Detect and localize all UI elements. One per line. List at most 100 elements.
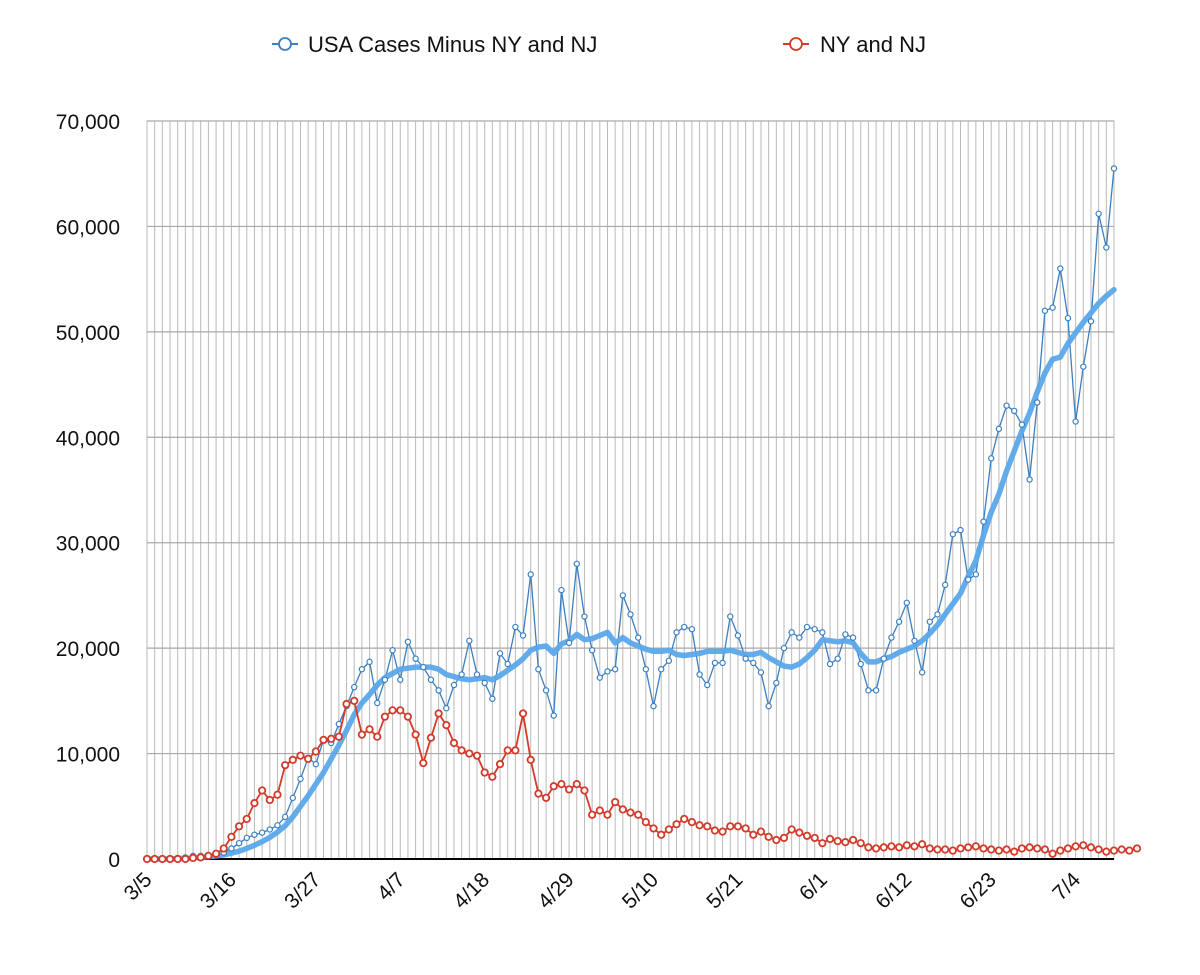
series-usa-point xyxy=(604,668,611,675)
series-usa-point xyxy=(581,613,588,620)
series-nynj-point xyxy=(281,761,290,770)
series-nynj-point xyxy=(680,814,689,824)
series-usa-point xyxy=(773,679,780,687)
series-nynj-point xyxy=(1010,847,1019,856)
series-nynj-point xyxy=(1056,846,1065,855)
series-nynj-point xyxy=(818,839,827,848)
series-nynj-point xyxy=(434,709,443,718)
series-nynj-point xyxy=(764,832,773,841)
series-nynj-point xyxy=(1040,845,1050,854)
series-nynj-point xyxy=(802,831,812,840)
series-nynj-point xyxy=(618,805,627,814)
series-usa-point xyxy=(466,637,473,644)
series-usa-point xyxy=(512,623,519,631)
x-tick-label: 6/1 xyxy=(795,868,832,905)
series-nynj-point xyxy=(158,854,167,864)
series-nynj-point xyxy=(664,825,673,834)
series-nynj-point xyxy=(288,755,297,764)
series-nynj-point xyxy=(511,746,520,755)
series-usa-point xyxy=(558,586,565,594)
series-usa-point xyxy=(542,687,550,694)
series-nynj-point xyxy=(465,749,474,758)
series-nynj-point xyxy=(396,706,405,715)
series-nynj-point xyxy=(848,835,858,845)
series-usa-point xyxy=(1034,399,1041,406)
series-nynj-point xyxy=(941,845,950,854)
series-nynj-point xyxy=(495,760,505,769)
y-tick-label: 70,000 xyxy=(56,111,120,134)
series-nynj-point xyxy=(779,833,789,843)
series-nynj-point xyxy=(242,814,251,824)
series-usa-point xyxy=(842,631,849,638)
y-tick-label: 40,000 xyxy=(56,427,120,450)
series-usa-point xyxy=(972,571,980,578)
series-nynj-point xyxy=(526,755,535,764)
series-nynj-point xyxy=(1102,847,1111,856)
series-usa-point xyxy=(251,831,258,838)
series-usa-point xyxy=(274,822,281,829)
series-nynj-point xyxy=(1125,846,1134,855)
series-nynj-point xyxy=(756,827,766,836)
series-nynj-point xyxy=(933,845,942,854)
series-nynj-point xyxy=(227,832,236,841)
series-nynj-point xyxy=(142,854,152,864)
series-nynj-point xyxy=(1063,844,1073,853)
series-usa-point xyxy=(235,839,243,847)
series-nynj-point xyxy=(311,747,320,756)
series-nynj-point xyxy=(979,844,988,853)
series-nynj-point xyxy=(258,786,267,795)
series-usa-point xyxy=(826,660,834,668)
series-usa-point xyxy=(458,671,465,678)
series-usa-point xyxy=(527,571,534,578)
series-usa-point xyxy=(819,629,826,636)
series-nynj-point xyxy=(204,851,213,860)
series-nynj-point xyxy=(319,735,328,744)
series-usa-point xyxy=(681,623,688,631)
series-nynj-point xyxy=(1071,842,1080,851)
series-usa-point xyxy=(381,676,389,683)
series-usa-point xyxy=(1049,304,1056,311)
series-usa-average-line xyxy=(144,286,1117,862)
series-nynj-point xyxy=(541,793,551,802)
series-usa-point xyxy=(719,659,726,667)
series-usa-point xyxy=(780,644,788,652)
series-usa-point xyxy=(750,659,757,667)
series-usa-point xyxy=(1080,363,1087,370)
legend-nynj-marker xyxy=(789,37,803,51)
series-nynj-point xyxy=(342,699,351,709)
series-usa-point xyxy=(243,834,250,842)
series-usa-point xyxy=(1018,421,1026,428)
x-tick-label: 4/7 xyxy=(373,868,410,905)
series-usa-point xyxy=(297,775,304,783)
series-usa-point xyxy=(811,625,818,633)
series-nynj-point xyxy=(918,840,927,849)
series-nynj-point xyxy=(472,751,482,760)
series-usa-point xyxy=(918,669,926,676)
series-nynj-point xyxy=(457,746,466,755)
series-usa-point xyxy=(443,705,450,712)
series-nynj-point xyxy=(196,853,205,862)
series-usa-point xyxy=(1064,314,1072,322)
series-nynj-point xyxy=(626,808,635,817)
series-usa-point xyxy=(627,611,634,618)
x-tick-label: 5/10 xyxy=(618,868,663,913)
series-usa-point xyxy=(696,671,703,678)
series-usa-point xyxy=(803,623,811,631)
series-nynj-point xyxy=(165,854,175,864)
x-tick-label: 6/23 xyxy=(956,868,1001,913)
series-usa-point xyxy=(704,681,711,689)
y-tick-label: 50,000 xyxy=(56,322,120,345)
series-nynj-point xyxy=(173,854,182,864)
series-usa-point xyxy=(412,655,419,662)
series-usa-point xyxy=(611,666,619,673)
series-nynj-point xyxy=(557,780,566,789)
series-usa-point xyxy=(535,666,542,673)
series-usa-point xyxy=(1087,318,1095,325)
legend-usa-marker xyxy=(278,37,292,51)
series-usa-point xyxy=(1110,165,1118,172)
series-nynj-point xyxy=(442,721,451,730)
series-nynj-point xyxy=(250,799,259,808)
series-nynj-point xyxy=(657,830,666,839)
legend: USA Cases Minus NY and NJ NY and NJ xyxy=(272,32,926,57)
series-nynj-point xyxy=(419,758,428,768)
